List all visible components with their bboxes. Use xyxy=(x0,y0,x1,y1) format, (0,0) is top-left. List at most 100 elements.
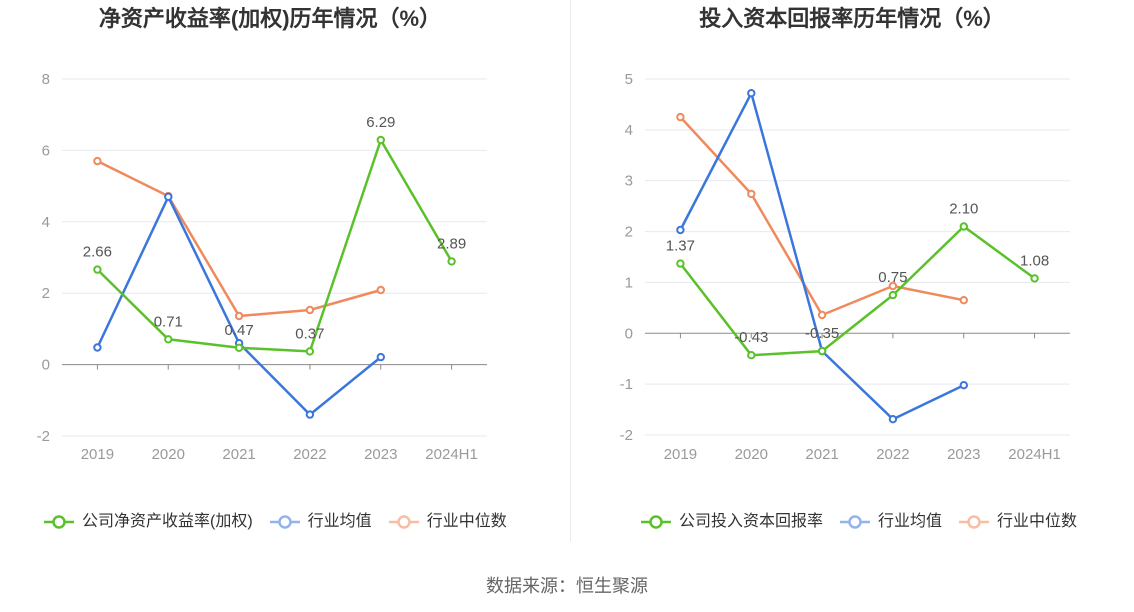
data-label-company-roic: -0.35 xyxy=(805,325,839,342)
y-tick-label: 1 xyxy=(625,274,633,291)
data-point-industry-average[interactable] xyxy=(959,381,968,390)
data-point-industry-average[interactable] xyxy=(888,415,898,424)
series-industry-median xyxy=(676,112,968,320)
data-point-company-roe[interactable] xyxy=(93,265,102,274)
data-point-industry-average[interactable] xyxy=(164,192,173,202)
series-line-industry-average xyxy=(679,91,966,421)
data-label-company-roic: 1.08 xyxy=(1020,252,1049,269)
data-point-company-roic[interactable] xyxy=(747,351,756,360)
data-point-industry-average[interactable] xyxy=(676,225,685,235)
y-tick-label: 5 xyxy=(625,71,633,88)
data-point-company-roe[interactable] xyxy=(164,335,173,344)
series-line-industry-average xyxy=(96,195,383,416)
data-point-industry-average[interactable] xyxy=(93,343,102,352)
x-tick-label: 2023 xyxy=(364,446,397,463)
data-label-company-roe: 2.66 xyxy=(83,244,112,261)
legend-line-marker-icon xyxy=(269,515,300,529)
data-point-industry-average[interactable] xyxy=(376,352,385,362)
data-point-company-roic[interactable] xyxy=(1030,274,1039,283)
y-tick-label: 3 xyxy=(625,173,633,190)
data-point-industry-median[interactable] xyxy=(888,281,898,291)
data-point-company-roe[interactable] xyxy=(376,135,385,145)
data-point-industry-median[interactable] xyxy=(376,285,385,295)
data-point-company-roic[interactable] xyxy=(888,290,898,300)
data-point-company-roe[interactable] xyxy=(305,347,315,356)
data-point-industry-average[interactable] xyxy=(747,89,756,98)
legend-roe: 公司净资产收益率(加权) 行业均值 行业中位数 xyxy=(44,510,507,534)
series-line-company-roe xyxy=(96,138,453,353)
data-point-company-roe[interactable] xyxy=(234,343,244,352)
series-company-roic: 1.37 -0.43 -0.35 0.75 2.10 1.08 xyxy=(666,201,1049,360)
legend-label: 行业均值 xyxy=(307,513,372,530)
chart-title-roe: 净资产收益率(加权)历年情况（%） xyxy=(98,6,442,31)
data-point-industry-median[interactable] xyxy=(305,305,315,315)
series-industry-median xyxy=(93,156,385,321)
y-tick-label: 4 xyxy=(625,122,633,139)
chart-divider xyxy=(570,0,571,542)
y-tick-label: 0 xyxy=(42,357,50,374)
x-tick-label: 2020 xyxy=(735,446,768,463)
data-point-industry-median[interactable] xyxy=(817,310,827,320)
data-point-company-roic[interactable] xyxy=(817,346,827,356)
chart-plot-1: 8 6 4 2 0 -2 2019 2020 2021 2022 2023 2024H1 2.66 0.7… xyxy=(37,71,487,463)
legend-item-industry-average[interactable]: 行业均值 xyxy=(269,510,372,534)
chart-plot-2: 5 4 3 2 1 0 -1 -2 2019 2020 2021 2022 2023 2024H1 1.37… xyxy=(620,71,1070,463)
legend-label: 行业均值 xyxy=(878,513,943,530)
chart-title-roic: 投入资本回报率历年情况（%） xyxy=(699,6,1005,31)
legend-roic: 公司投入资本回报率 行业均值 行业中位数 xyxy=(641,510,1077,534)
legend-item-company-roe[interactable]: 公司净资产收益率(加权) xyxy=(44,510,253,534)
data-label-company-roic: -0.43 xyxy=(734,329,768,346)
data-point-company-roic[interactable] xyxy=(959,222,968,231)
x-tick-label: 2020 xyxy=(152,446,185,463)
legend-label: 公司投入资本回报率 xyxy=(679,513,824,530)
series-industry-average xyxy=(676,89,968,424)
x-tick-label: 2023 xyxy=(947,446,980,463)
data-label-company-roic: 1.37 xyxy=(666,238,695,255)
legend-label: 行业中位数 xyxy=(426,513,507,530)
series-industry-average xyxy=(93,192,385,419)
legend-line-marker-icon xyxy=(388,515,419,529)
x-tick-label: 2022 xyxy=(876,446,909,463)
legend-line-marker-icon xyxy=(840,515,871,529)
data-label-company-roe: 0.47 xyxy=(224,322,253,339)
x-tick-label: 2021 xyxy=(805,446,838,463)
x-tick-label: 2019 xyxy=(81,446,114,463)
data-label-company-roe: 0.71 xyxy=(154,313,183,330)
y-tick-label: 2 xyxy=(625,224,633,241)
data-point-industry-median[interactable] xyxy=(676,112,685,122)
data-source-note: 数据来源：恒生聚源 xyxy=(486,576,648,596)
y-tick-label: 2 xyxy=(42,285,50,302)
legend-item-company-roic[interactable]: 公司投入资本回报率 xyxy=(641,510,823,534)
y-tick-label: -2 xyxy=(37,428,50,445)
legend-item-industry-median[interactable]: 行业中位数 xyxy=(388,510,507,534)
data-point-industry-median[interactable] xyxy=(747,189,756,199)
data-point-company-roe[interactable] xyxy=(447,257,456,266)
data-point-industry-average[interactable] xyxy=(305,410,315,419)
legend-item-industry-median[interactable]: 行业中位数 xyxy=(959,510,1077,534)
charts-canvas: 8 6 4 2 0 -2 2019 2020 2021 2022 2023 2024H1 2.66 0.7… xyxy=(37,71,1070,463)
legend-line-marker-icon xyxy=(959,515,990,529)
x-tick-label: 2022 xyxy=(293,446,326,463)
data-label-company-roic: 2.10 xyxy=(949,201,978,218)
series-company-roe: 2.66 0.71 0.47 0.37 6.29 2.89 xyxy=(83,114,466,356)
data-label-company-roe: 6.29 xyxy=(366,114,395,131)
x-tick-label: 2024H1 xyxy=(425,446,478,463)
legend-label: 公司净资产收益率(加权) xyxy=(82,513,253,530)
legend-item-industry-average[interactable]: 行业均值 xyxy=(840,510,942,534)
x-tick-label: 2021 xyxy=(222,446,255,463)
y-tick-label: -2 xyxy=(620,427,633,444)
data-point-company-roic[interactable] xyxy=(676,259,685,268)
data-label-company-roe: 2.89 xyxy=(437,235,466,252)
x-tick-label: 2024H1 xyxy=(1008,446,1061,463)
x-tick-label: 2019 xyxy=(664,446,697,463)
legend-label: 行业中位数 xyxy=(997,513,1078,530)
data-point-industry-median[interactable] xyxy=(959,296,968,305)
data-point-industry-median[interactable] xyxy=(93,156,102,166)
data-point-industry-median[interactable] xyxy=(234,311,244,321)
y-tick-label: -1 xyxy=(620,376,633,393)
y-tick-label: 4 xyxy=(42,214,50,231)
series-line-company-roic xyxy=(679,225,1036,357)
y-tick-label: 0 xyxy=(625,325,633,342)
y-tick-label: 8 xyxy=(42,71,50,88)
